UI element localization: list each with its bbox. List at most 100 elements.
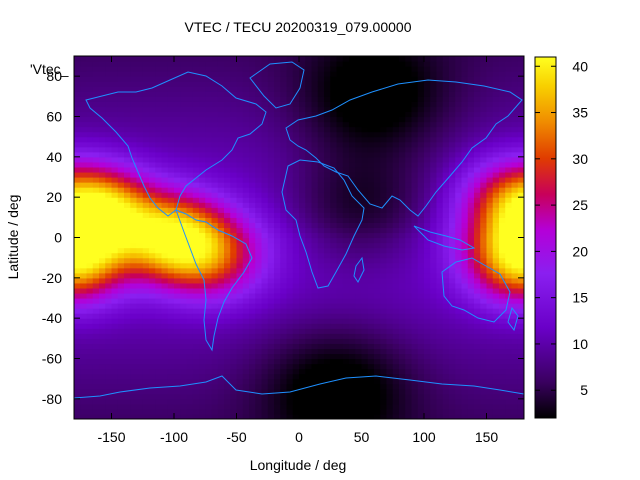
heatmap-cell <box>217 222 225 229</box>
heatmap-cell <box>405 187 413 193</box>
heatmap-cell <box>167 328 175 334</box>
heatmap-cell <box>317 308 325 314</box>
heatmap-cell <box>99 177 106 183</box>
heatmap-cell <box>380 76 388 82</box>
heatmap-cell <box>186 242 194 249</box>
heatmap-cell <box>311 262 319 269</box>
heatmap-cell <box>211 177 219 183</box>
heatmap-cell <box>105 101 113 108</box>
heatmap-cell <box>205 262 213 269</box>
heatmap-cell <box>242 272 250 279</box>
heatmap-cell <box>99 232 106 239</box>
heatmap-cell <box>317 267 325 274</box>
heatmap-cell <box>367 232 375 239</box>
heatmap-cell <box>286 91 294 97</box>
heatmap-cell <box>86 66 94 72</box>
heatmap-cell <box>386 126 394 133</box>
heatmap-cell <box>192 408 200 415</box>
heatmap-cell <box>392 388 400 395</box>
heatmap-cell <box>480 96 488 102</box>
heatmap-cell <box>392 333 400 339</box>
heatmap-cell <box>474 207 481 213</box>
heatmap-cell <box>205 91 213 97</box>
heatmap-cell <box>411 116 419 123</box>
heatmap-cell <box>149 202 156 208</box>
heatmap-cell <box>205 388 213 395</box>
heatmap-cell <box>436 111 444 118</box>
heatmap-cell <box>405 232 413 239</box>
heatmap-cell <box>149 292 156 299</box>
heatmap-cell <box>261 81 269 87</box>
heatmap-cell <box>117 313 125 319</box>
heatmap-cell <box>311 166 319 173</box>
heatmap-cell <box>374 237 381 244</box>
heatmap-cell <box>199 217 206 223</box>
heatmap-cell <box>174 328 181 334</box>
heatmap-cell <box>442 242 450 249</box>
heatmap-cell <box>417 282 425 289</box>
heatmap-cell <box>224 171 231 178</box>
heatmap-cell <box>161 161 169 168</box>
heatmap-cell <box>449 151 456 158</box>
heatmap-cell <box>242 298 250 304</box>
heatmap-cell <box>361 237 369 244</box>
heatmap-cell <box>117 61 125 67</box>
heatmap-cell <box>492 227 500 234</box>
heatmap-cell <box>330 242 338 249</box>
heatmap-cell <box>436 207 444 213</box>
heatmap-cell <box>486 398 494 405</box>
heatmap-cell <box>249 348 256 355</box>
heatmap-cell <box>92 146 100 153</box>
heatmap-cell <box>380 338 388 344</box>
heatmap-cell <box>180 76 188 82</box>
heatmap-cell <box>99 358 106 365</box>
heatmap-cell <box>161 313 169 319</box>
heatmap-cell <box>236 76 244 82</box>
heatmap-cell <box>161 237 169 244</box>
heatmap-cell <box>461 222 469 229</box>
heatmap-cell <box>167 368 175 375</box>
heatmap-cell <box>105 81 113 87</box>
heatmap-cell <box>217 272 225 279</box>
heatmap-cell <box>105 358 113 365</box>
heatmap-cell <box>392 328 400 334</box>
heatmap-cell <box>186 71 194 77</box>
heatmap-cell <box>324 126 331 133</box>
heatmap-cell <box>142 182 150 188</box>
heatmap-cell <box>92 237 100 244</box>
heatmap-cell <box>380 368 388 375</box>
heatmap-cell <box>149 227 156 234</box>
heatmap-cell <box>486 247 494 254</box>
heatmap-cell <box>224 247 231 254</box>
heatmap-cell <box>386 207 394 213</box>
heatmap-cell <box>299 96 306 102</box>
heatmap-cell <box>286 303 294 309</box>
heatmap-cell <box>124 287 131 294</box>
heatmap-cell <box>249 182 256 188</box>
heatmap-cell <box>242 343 250 350</box>
heatmap-cell <box>186 308 194 314</box>
heatmap-cell <box>261 177 269 183</box>
heatmap-cell <box>155 287 163 294</box>
heatmap-cell <box>392 66 400 72</box>
heatmap-cell <box>117 56 125 62</box>
heatmap-cell <box>117 151 125 158</box>
heatmap-cell <box>249 403 256 410</box>
heatmap-cell <box>480 161 488 168</box>
heatmap-cell <box>142 136 150 143</box>
heatmap-cell <box>142 363 150 370</box>
heatmap-cell <box>130 358 138 365</box>
heatmap-cell <box>280 303 288 309</box>
heatmap-cell <box>136 363 144 370</box>
heatmap-cell <box>105 408 113 415</box>
heatmap-cell <box>155 318 163 324</box>
heatmap-cell <box>449 348 456 355</box>
heatmap-cell <box>442 282 450 289</box>
heatmap-cell <box>80 388 88 395</box>
heatmap-cell <box>342 151 350 158</box>
heatmap-cell <box>205 121 213 128</box>
heatmap-cell <box>267 151 275 158</box>
heatmap-cell <box>117 141 125 148</box>
heatmap-cell <box>355 116 363 123</box>
heatmap-cell <box>230 61 238 67</box>
